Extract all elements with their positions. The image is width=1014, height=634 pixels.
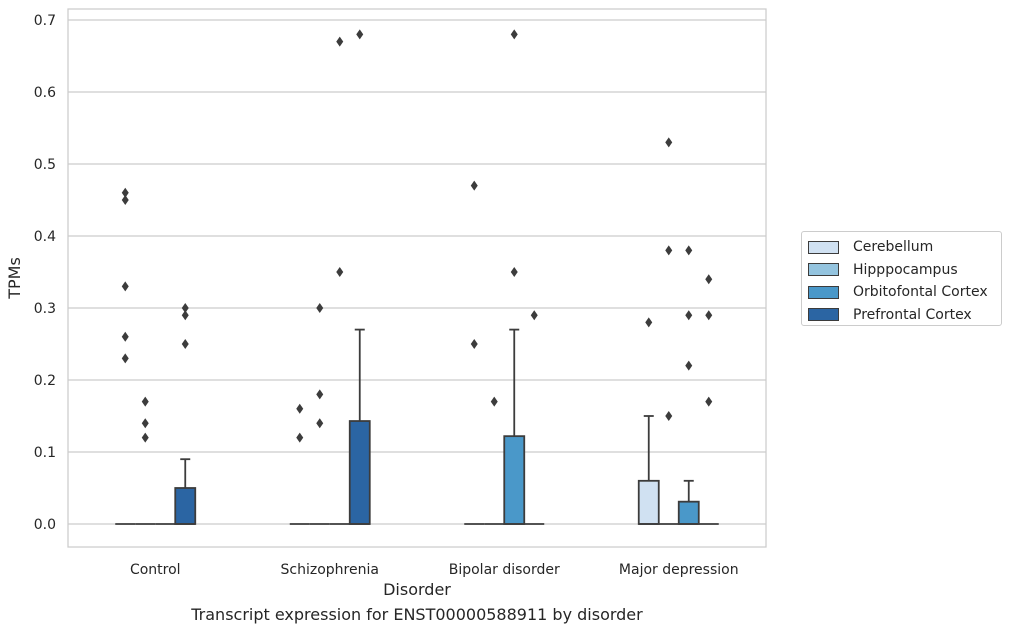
box-3-1 [658, 137, 679, 525]
x-tick-label: Major depression [619, 562, 739, 578]
outlier-point [121, 195, 129, 205]
x-tick-label: Bipolar disorder [449, 562, 560, 578]
outlier-point [685, 360, 693, 371]
legend-item-prefrontal-cortex: Prefrontal Cortex [808, 304, 1001, 327]
box-2-0 [464, 180, 485, 525]
legend-swatch-hippocampus [808, 263, 839, 277]
outlier-point [705, 274, 713, 285]
box-3-3 [698, 274, 719, 525]
legend: Cerebellum Hipppocampus Orbitofontal Cor… [801, 231, 1002, 326]
box-0-3 [174, 303, 197, 525]
legend-item-cerebellum: Cerebellum [808, 236, 1001, 259]
box-body [348, 420, 371, 525]
outlier-point [316, 418, 324, 429]
legend-swatch-prefrontal-cortex [808, 308, 839, 322]
outlier-point [705, 396, 713, 407]
outlier-point [705, 310, 713, 321]
y-tick-label: 0.1 [34, 445, 56, 461]
outlier-point [336, 267, 344, 277]
outlier-point [530, 310, 538, 321]
y-tick-label: 0.2 [34, 373, 56, 389]
outlier-point [336, 36, 344, 47]
x-tick-label: Control [130, 562, 181, 578]
outlier-point [685, 310, 693, 321]
outlier-point [510, 29, 518, 40]
legend-label-prefrontal-cortex: Prefrontal Cortex [853, 306, 972, 323]
outlier-point [181, 303, 189, 313]
outlier-point [181, 310, 189, 321]
legend-label-orbitofrontal-cortex: Orbitofontal Cortex [853, 284, 988, 301]
box-body [677, 500, 700, 525]
outlier-point [510, 267, 518, 277]
box-1-1 [309, 303, 330, 525]
box-2-1 [484, 396, 505, 525]
box-2-2 [503, 29, 526, 525]
outlier-point [141, 418, 149, 429]
plot-frame [67, 8, 767, 548]
box-2-3 [524, 310, 545, 525]
outlier-point [645, 317, 653, 328]
y-tick-label: 0.3 [34, 301, 56, 317]
y-tick-labels: 0.0 0.1 0.2 0.3 0.4 0.5 0.6 0.7 [34, 13, 56, 533]
boxes [115, 29, 719, 525]
y-tick-label: 0.5 [34, 157, 56, 173]
box-1-2 [329, 36, 350, 525]
x-tick-label: Schizophrenia [281, 562, 379, 578]
outlier-point [316, 303, 324, 313]
outlier-point [470, 339, 478, 349]
box-3-2 [677, 245, 700, 525]
outlier-point [665, 137, 673, 148]
outlier-point [141, 432, 149, 443]
legend-swatch-orbitofrontal-cortex [808, 285, 839, 299]
outlier-point [121, 281, 129, 292]
chart-caption: Transcript expression for ENST0000058891… [191, 605, 643, 624]
outlier-point [665, 411, 673, 421]
x-tick-labels: Control Schizophrenia Bipolar disorder Majo… [130, 562, 739, 578]
box-body [503, 435, 526, 525]
outlier-point [121, 353, 129, 364]
box-0-1 [135, 396, 156, 525]
outlier-point [141, 396, 149, 407]
y-tick-label: 0.4 [34, 229, 56, 245]
legend-item-orbitofrontal-cortex: Orbitofontal Cortex [808, 281, 1001, 304]
y-tick-label: 0.6 [34, 85, 56, 101]
legend-label-cerebellum: Cerebellum [853, 239, 934, 256]
gridlines [68, 19, 766, 525]
outlier-point [121, 331, 129, 342]
box-3-0 [637, 317, 660, 525]
y-tick-label: 0.0 [34, 517, 56, 533]
legend-label-hippocampus: Hipppocampus [853, 261, 958, 278]
box-0-0 [115, 187, 136, 525]
box-1-3 [348, 29, 371, 525]
legend-item-hippocampus: Hipppocampus [808, 259, 1001, 282]
x-axis-label: Disorder [383, 580, 451, 599]
legend-swatch-cerebellum [808, 240, 839, 254]
outlier-point [121, 187, 129, 198]
y-tick-label: 0.7 [34, 13, 56, 29]
outlier-point [490, 396, 498, 407]
box-1-0 [289, 403, 310, 525]
outlier-point [356, 29, 364, 40]
outlier-point [685, 245, 693, 256]
outlier-point [296, 403, 304, 414]
y-axis-label: TPMs [5, 257, 24, 300]
outlier-point [296, 432, 304, 443]
box-body [637, 479, 660, 525]
outlier-point [316, 389, 324, 400]
box-body [174, 487, 197, 525]
outlier-point [470, 180, 478, 191]
outlier-point [665, 245, 673, 256]
outlier-point [181, 339, 189, 349]
